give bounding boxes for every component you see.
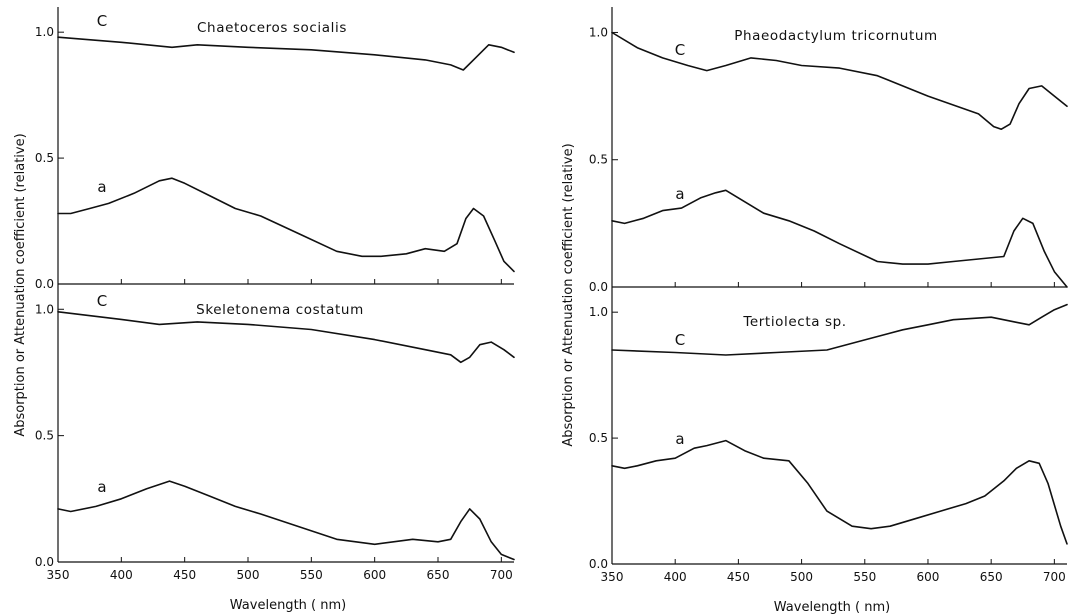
- panel-title: Chaetoceros socialis: [197, 20, 347, 36]
- x-tick-label: 400: [664, 570, 687, 584]
- y-tick-label: 1.0: [589, 25, 608, 39]
- y-tick-label: 0.0: [589, 557, 608, 571]
- y-tick-label: 0.5: [35, 429, 54, 443]
- series-label: C: [675, 41, 685, 59]
- chart-panel-3: 0.0 0.5 1.0 Phaeodactylum tricornutum Ca: [589, 7, 1068, 294]
- series-line-c: [611, 31, 1068, 130]
- series-line-a: [57, 177, 515, 273]
- series-label: a: [675, 185, 684, 203]
- series-label: a: [675, 430, 684, 448]
- x-tick-label: 600: [917, 570, 940, 584]
- series-label: C: [97, 12, 107, 30]
- series-line-c: [57, 311, 515, 364]
- series-line-c: [611, 303, 1068, 356]
- x-tick-label: 600: [363, 568, 386, 582]
- series-label: C: [675, 331, 685, 349]
- y-tick-label: 0.0: [589, 280, 608, 294]
- x-tick-label: 450: [173, 568, 196, 582]
- series-label: a: [97, 178, 106, 196]
- x-tick-label: 700: [1043, 570, 1066, 584]
- series-line-a: [611, 439, 1068, 545]
- x-tick-label: 700: [490, 568, 513, 582]
- y-tick-label: 0.5: [35, 151, 54, 165]
- chart-panel-4: 0.0 0.5 1.0 350 400 450 500 550 600 650 700 Tertiol…: [589, 287, 1068, 584]
- series-line-c: [57, 36, 515, 71]
- panel-title: Phaeodactylum tricornutum: [734, 28, 938, 44]
- x-tick-label: 500: [237, 568, 260, 582]
- right-y-axis-title: Absorption or Attenuation coefficient (r…: [561, 143, 576, 446]
- x-tick-label: 350: [47, 568, 70, 582]
- series-label: C: [97, 292, 107, 310]
- series-line-a: [611, 189, 1068, 288]
- y-tick-label: 1.0: [35, 302, 54, 316]
- x-tick-label: 400: [110, 568, 133, 582]
- y-tick-label: 0.0: [35, 555, 54, 569]
- y-tick-label: 1.0: [589, 305, 608, 319]
- y-tick-label: 0.5: [589, 153, 608, 167]
- x-tick-label: 650: [427, 568, 450, 582]
- x-tick-label: 500: [790, 570, 813, 584]
- chart-panels: 0.0 0.5 1.0 Chaetoceros socialis Ca 0.0 0.5 1.0…: [35, 7, 1068, 584]
- y-tick-label: 1.0: [35, 25, 54, 39]
- right-x-axis-title: Wavelength ( nm): [774, 600, 890, 615]
- x-tick-label: 550: [300, 568, 323, 582]
- x-tick-label: 450: [727, 570, 750, 584]
- panel-title: Skeletonema costatum: [196, 302, 364, 318]
- x-tick-label: 650: [980, 570, 1003, 584]
- chart-panel-1: 0.0 0.5 1.0 Chaetoceros socialis Ca: [35, 7, 515, 291]
- x-tick-label: 550: [853, 570, 876, 584]
- series-label: a: [97, 478, 106, 496]
- x-tick-label: 350: [601, 570, 624, 584]
- panel-title: Tertiolecta sp.: [742, 314, 846, 330]
- y-tick-label: 0.0: [35, 277, 54, 291]
- y-tick-label: 0.5: [589, 431, 608, 445]
- left-y-axis-title: Absorption or Attenuation coefficient (r…: [13, 133, 28, 436]
- chart-panel-2: 0.0 0.5 1.0 350 400 450 500 550 600 650 700 Skeleto…: [35, 284, 515, 582]
- left-x-axis-title: Wavelength ( nm): [230, 598, 346, 613]
- series-line-a: [57, 480, 515, 561]
